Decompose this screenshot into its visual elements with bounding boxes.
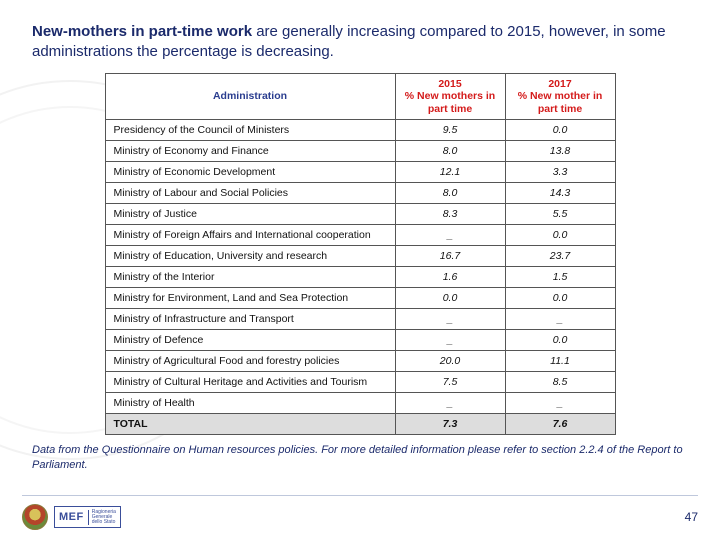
cell-2017: 0.0	[505, 330, 615, 351]
cell-2017: 5.5	[505, 204, 615, 225]
cell-name: Ministry of Education, University and re…	[105, 246, 395, 267]
cell-name: Ministry of Justice	[105, 204, 395, 225]
table-row: Presidency of the Council of Ministers9.…	[105, 120, 615, 141]
cell-2017: 11.1	[505, 351, 615, 372]
cell-2015: 7.3	[395, 414, 505, 435]
mef-subtext: RagioneriaGeneraledello Stato	[88, 510, 116, 525]
cell-name: Ministry of Foreign Affairs and Internat…	[105, 225, 395, 246]
cell-name: Ministry of Cultural Heritage and Activi…	[105, 372, 395, 393]
source-note: Data from the Questionnaire on Human res…	[32, 443, 688, 472]
cell-2015: 20.0	[395, 351, 505, 372]
cell-2017: 7.6	[505, 414, 615, 435]
cell-2017: 3.3	[505, 162, 615, 183]
table-body: Presidency of the Council of Ministers9.…	[105, 120, 615, 435]
headline-bold: New-mothers in part-time work	[32, 23, 252, 40]
footer: MEF RagioneriaGeneraledello Stato 47	[22, 504, 698, 530]
emblem-icon	[22, 504, 48, 530]
cell-2017: 0.0	[505, 288, 615, 309]
cell-name: Ministry of Defence	[105, 330, 395, 351]
cell-name: Ministry of Health	[105, 393, 395, 414]
mef-logo: MEF RagioneriaGeneraledello Stato	[54, 506, 121, 528]
table-row: Ministry of Labour and Social Policies8.…	[105, 183, 615, 204]
th-administration: Administration	[105, 73, 395, 120]
cell-name: Ministry of Infrastructure and Transport	[105, 309, 395, 330]
table-row: Ministry of Infrastructure and Transport…	[105, 309, 615, 330]
cell-2017: 1.5	[505, 267, 615, 288]
th-2017: 2017% New mother inpart time	[505, 73, 615, 120]
table-row: Ministry of Education, University and re…	[105, 246, 615, 267]
cell-name: Ministry of Economy and Finance	[105, 141, 395, 162]
table-row: Ministry for Environment, Land and Sea P…	[105, 288, 615, 309]
cell-name: TOTAL	[105, 414, 395, 435]
table-row: Ministry of Agricultural Food and forest…	[105, 351, 615, 372]
cell-2015: 9.5	[395, 120, 505, 141]
cell-2015: 7.5	[395, 372, 505, 393]
cell-name: Presidency of the Council of Ministers	[105, 120, 395, 141]
cell-2015: 0.0	[395, 288, 505, 309]
headline: New-mothers in part-time work are genera…	[32, 22, 688, 63]
slide-content: New-mothers in part-time work are genera…	[0, 0, 720, 472]
cell-2017: 0.0	[505, 225, 615, 246]
cell-2015: _	[395, 309, 505, 330]
table-row: Ministry of Cultural Heritage and Activi…	[105, 372, 615, 393]
cell-2017: 23.7	[505, 246, 615, 267]
footer-rule	[22, 495, 698, 496]
cell-2017: 0.0	[505, 120, 615, 141]
table-row: Ministry of Health__	[105, 393, 615, 414]
cell-2015: _	[395, 330, 505, 351]
cell-2015: 8.3	[395, 204, 505, 225]
table-row-total: TOTAL7.37.6	[105, 414, 615, 435]
table-row: Ministry of Foreign Affairs and Internat…	[105, 225, 615, 246]
cell-2017: _	[505, 309, 615, 330]
table-row: Ministry of the Interior1.61.5	[105, 267, 615, 288]
table-row: Ministry of Defence_0.0	[105, 330, 615, 351]
cell-name: Ministry of Economic Development	[105, 162, 395, 183]
th-2015: 2015% New mothers inpart time	[395, 73, 505, 120]
table-row: Ministry of Justice8.35.5	[105, 204, 615, 225]
cell-name: Ministry for Environment, Land and Sea P…	[105, 288, 395, 309]
cell-2015: 8.0	[395, 183, 505, 204]
cell-2017: 13.8	[505, 141, 615, 162]
page-number: 47	[685, 510, 698, 524]
cell-name: Ministry of Labour and Social Policies	[105, 183, 395, 204]
cell-2015: 1.6	[395, 267, 505, 288]
mef-text: MEF	[59, 511, 84, 523]
cell-2015: _	[395, 393, 505, 414]
cell-2015: _	[395, 225, 505, 246]
cell-name: Ministry of the Interior	[105, 267, 395, 288]
cell-2015: 8.0	[395, 141, 505, 162]
cell-2015: 12.1	[395, 162, 505, 183]
cell-2017: 8.5	[505, 372, 615, 393]
logos: MEF RagioneriaGeneraledello Stato	[22, 504, 121, 530]
cell-name: Ministry of Agricultural Food and forest…	[105, 351, 395, 372]
table-row: Ministry of Economy and Finance8.013.8	[105, 141, 615, 162]
cell-2017: _	[505, 393, 615, 414]
cell-2015: 16.7	[395, 246, 505, 267]
data-table: Administration 2015% New mothers inpart …	[105, 73, 616, 436]
cell-2017: 14.3	[505, 183, 615, 204]
table-row: Ministry of Economic Development12.13.3	[105, 162, 615, 183]
